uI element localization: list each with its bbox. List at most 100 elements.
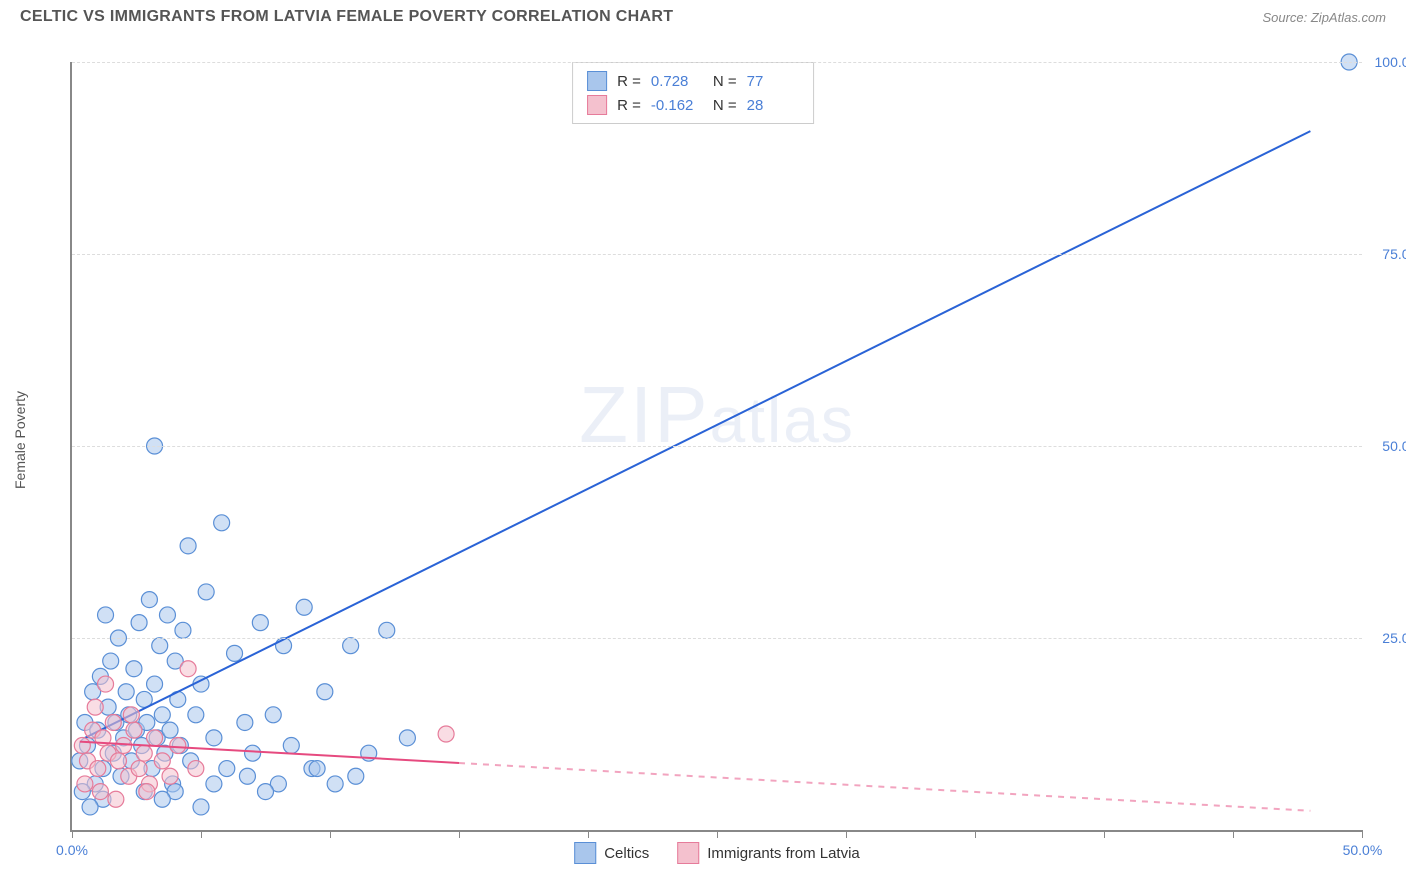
x-tick [330, 830, 331, 838]
scatter-point-latvia [108, 791, 124, 807]
scatter-point-latvia [110, 753, 126, 769]
scatter-point-celtics [162, 722, 178, 738]
scatter-point-latvia [438, 726, 454, 742]
x-tick [72, 830, 73, 838]
swatch-latvia [587, 95, 607, 115]
legend-item-latvia: Immigrants from Latvia [677, 842, 860, 864]
scatter-point-latvia [77, 776, 93, 792]
scatter-point-celtics [258, 784, 274, 800]
x-tick [588, 830, 589, 838]
gridline [72, 254, 1362, 255]
scatter-point-celtics [131, 615, 147, 631]
r-label: R = [617, 73, 641, 90]
scatter-point-celtics [239, 768, 255, 784]
regression-line-latvia-extrap [459, 763, 1310, 811]
x-tick [1233, 830, 1234, 838]
regression-line-celtics [85, 131, 1311, 738]
scatter-point-celtics [348, 768, 364, 784]
scatter-point-celtics [206, 776, 222, 792]
r-value-latvia: -0.162 [651, 97, 703, 114]
y-tick-label: 75.0% [1382, 246, 1406, 262]
scatter-point-celtics [214, 515, 230, 531]
scatter-point-celtics [227, 645, 243, 661]
x-tick [1104, 830, 1105, 838]
scatter-point-latvia [147, 730, 163, 746]
correlation-chart: Female Poverty ZIPatlas R =0.728N =77R =… [48, 40, 1388, 840]
series-legend: Celtics Immigrants from Latvia [574, 842, 860, 864]
scatter-point-celtics [245, 745, 261, 761]
scatter-point-latvia [98, 676, 114, 692]
scatter-point-latvia [74, 738, 90, 754]
scatter-point-latvia [139, 784, 155, 800]
scatter-point-celtics [193, 799, 209, 815]
legend-label-latvia: Immigrants from Latvia [707, 845, 860, 862]
scatter-point-celtics [206, 730, 222, 746]
gridline [72, 446, 1362, 447]
scatter-point-celtics [180, 538, 196, 554]
source-attribution: Source: ZipAtlas.com [1262, 10, 1386, 25]
scatter-point-latvia [162, 768, 178, 784]
x-tick-label: 50.0% [1343, 842, 1383, 858]
y-tick-label: 50.0% [1382, 438, 1406, 454]
scatter-point-latvia [154, 753, 170, 769]
scatter-point-celtics [198, 584, 214, 600]
scatter-point-latvia [123, 707, 139, 723]
x-tick [201, 830, 202, 838]
scatter-point-celtics [188, 707, 204, 723]
stats-row-latvia: R = -0.162 N = 28 [587, 93, 799, 117]
scatter-point-celtics [118, 684, 134, 700]
scatter-point-celtics [219, 761, 235, 777]
x-tick [1362, 830, 1363, 838]
scatter-point-celtics [379, 622, 395, 638]
scatter-point-latvia [188, 761, 204, 777]
scatter-point-celtics [343, 638, 359, 654]
scatter-point-latvia [136, 745, 152, 761]
scatter-point-latvia [126, 722, 142, 738]
x-tick-label: 0.0% [56, 842, 88, 858]
scatter-point-latvia [170, 738, 186, 754]
scatter-point-latvia [92, 784, 108, 800]
x-tick [975, 830, 976, 838]
x-tick [717, 830, 718, 838]
scatter-point-celtics [126, 661, 142, 677]
scatter-point-latvia [180, 661, 196, 677]
r-value-celtics: 0.728 [651, 73, 703, 90]
scatter-point-latvia [90, 761, 106, 777]
scatter-point-celtics [141, 592, 157, 608]
legend-swatch-latvia [677, 842, 699, 864]
scatter-point-celtics [175, 622, 191, 638]
scatter-point-celtics [154, 707, 170, 723]
scatter-point-latvia [87, 699, 103, 715]
stats-row-celtics: R =0.728N =77 [587, 69, 799, 93]
scatter-point-latvia [105, 714, 121, 730]
gridline [72, 638, 1362, 639]
gridline [72, 62, 1362, 63]
legend-swatch-celtics [574, 842, 596, 864]
scatter-point-celtics [98, 607, 114, 623]
scatter-point-celtics [252, 615, 268, 631]
plot-area: ZIPatlas R =0.728N =77R =-0.162N =28 Cel… [70, 62, 1362, 832]
n-label: N = [713, 97, 737, 114]
scatter-point-celtics [159, 607, 175, 623]
scatter-point-celtics [283, 738, 299, 754]
x-tick [846, 830, 847, 838]
r-label: R = [617, 97, 641, 114]
scatter-point-celtics [265, 707, 281, 723]
scatter-point-celtics [147, 676, 163, 692]
scatter-point-celtics [317, 684, 333, 700]
scatter-point-celtics [309, 761, 325, 777]
scatter-point-celtics [154, 791, 170, 807]
scatter-point-celtics [152, 638, 168, 654]
scatter-point-latvia [131, 761, 147, 777]
n-value-latvia: 28 [747, 97, 799, 114]
scatter-point-celtics [237, 714, 253, 730]
y-tick-label: 25.0% [1382, 630, 1406, 646]
scatter-point-celtics [327, 776, 343, 792]
y-axis-label: Female Poverty [12, 391, 28, 489]
legend-label-celtics: Celtics [604, 845, 649, 862]
stats-legend: R =0.728N =77R =-0.162N =28 [572, 62, 814, 124]
scatter-point-celtics [82, 799, 98, 815]
legend-item-celtics: Celtics [574, 842, 649, 864]
swatch-celtics [587, 71, 607, 91]
chart-title: CELTIC VS IMMIGRANTS FROM LATVIA FEMALE … [20, 8, 673, 26]
